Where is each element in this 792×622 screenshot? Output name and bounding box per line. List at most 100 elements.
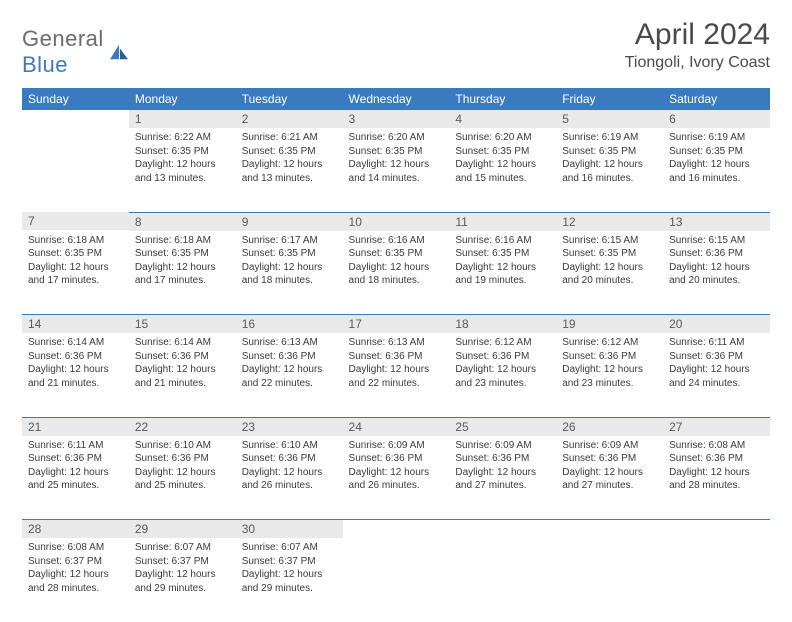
cell-line-sr: Sunrise: 6:12 AM (455, 336, 550, 350)
day-number: 6 (663, 110, 770, 128)
cell-line-d1: Daylight: 12 hours (455, 363, 550, 377)
cell-line-d2: and 18 minutes. (349, 274, 444, 288)
cell-line-d2: and 23 minutes. (562, 377, 657, 391)
cell-line-d2: and 13 minutes. (135, 172, 230, 186)
calendar-page: General Blue April 2024 Tiongoli, Ivory … (0, 0, 792, 622)
day-header: Friday (556, 88, 663, 110)
cell-line-d2: and 26 minutes. (349, 479, 444, 493)
cell-line-d1: Daylight: 12 hours (28, 363, 123, 377)
calendar-cell: Sunrise: 6:11 AMSunset: 6:36 PMDaylight:… (22, 436, 129, 520)
calendar-cell: Sunrise: 6:09 AMSunset: 6:36 PMDaylight:… (343, 436, 450, 520)
cell-line-sr: Sunrise: 6:22 AM (135, 131, 230, 145)
cell-line-ss: Sunset: 6:36 PM (669, 350, 764, 364)
title-block: April 2024 Tiongoli, Ivory Coast (625, 18, 770, 72)
day-number: 21 (22, 418, 129, 436)
day-number: 19 (556, 315, 663, 333)
cell-line-ss: Sunset: 6:35 PM (135, 145, 230, 159)
calendar-cell: Sunrise: 6:18 AMSunset: 6:35 PMDaylight:… (129, 231, 236, 315)
cell-line-d1: Daylight: 12 hours (455, 466, 550, 480)
calendar-cell: Sunrise: 6:14 AMSunset: 6:36 PMDaylight:… (129, 333, 236, 417)
cell-line-sr: Sunrise: 6:14 AM (135, 336, 230, 350)
calendar-cell: Sunrise: 6:16 AMSunset: 6:35 PMDaylight:… (449, 231, 556, 315)
cell-line-d2: and 29 minutes. (242, 582, 337, 596)
day-number: 27 (663, 418, 770, 436)
cell-line-d2: and 17 minutes. (135, 274, 230, 288)
logo: General Blue (22, 18, 130, 78)
day-number: 11 (449, 213, 556, 231)
cell-line-ss: Sunset: 6:37 PM (28, 555, 123, 569)
cell-line-d1: Daylight: 12 hours (242, 363, 337, 377)
cell-line-sr: Sunrise: 6:19 AM (669, 131, 764, 145)
cell-line-ss: Sunset: 6:35 PM (562, 247, 657, 261)
cell-line-d2: and 29 minutes. (135, 582, 230, 596)
cell-line-sr: Sunrise: 6:09 AM (455, 439, 550, 453)
cell-line-ss: Sunset: 6:36 PM (455, 452, 550, 466)
cell-line-d1: Daylight: 12 hours (135, 158, 230, 172)
cell-line-sr: Sunrise: 6:09 AM (562, 439, 657, 453)
cell-line-d2: and 22 minutes. (242, 377, 337, 391)
cell-line-d1: Daylight: 12 hours (349, 363, 444, 377)
cell-line-d1: Daylight: 12 hours (562, 158, 657, 172)
calendar-cell: Sunrise: 6:11 AMSunset: 6:36 PMDaylight:… (663, 333, 770, 417)
calendar-cell: Sunrise: 6:07 AMSunset: 6:37 PMDaylight:… (236, 538, 343, 622)
day-number (343, 520, 450, 524)
cell-line-d1: Daylight: 12 hours (135, 466, 230, 480)
cell-line-d2: and 20 minutes. (562, 274, 657, 288)
day-number: 5 (556, 110, 663, 128)
day-number: 10 (343, 213, 450, 231)
cell-line-ss: Sunset: 6:36 PM (669, 452, 764, 466)
day-number (22, 110, 129, 114)
cell-line-sr: Sunrise: 6:12 AM (562, 336, 657, 350)
cell-line-d1: Daylight: 12 hours (135, 261, 230, 275)
cell-line-d1: Daylight: 12 hours (669, 466, 764, 480)
day-number: 26 (556, 418, 663, 436)
calendar-cell: Sunrise: 6:22 AMSunset: 6:35 PMDaylight:… (129, 128, 236, 212)
cell-line-sr: Sunrise: 6:20 AM (349, 131, 444, 145)
day-header: Wednesday (343, 88, 450, 110)
logo-text: General Blue (22, 26, 104, 78)
cell-line-ss: Sunset: 6:36 PM (349, 350, 444, 364)
calendar-cell: Sunrise: 6:12 AMSunset: 6:36 PMDaylight:… (449, 333, 556, 417)
calendar-cell (22, 128, 129, 212)
cell-line-ss: Sunset: 6:36 PM (562, 350, 657, 364)
cell-line-d2: and 28 minutes. (28, 582, 123, 596)
day-number: 7 (22, 212, 129, 230)
cell-line-ss: Sunset: 6:35 PM (455, 145, 550, 159)
cell-line-d1: Daylight: 12 hours (135, 363, 230, 377)
cell-line-d2: and 18 minutes. (242, 274, 337, 288)
calendar-cell: Sunrise: 6:10 AMSunset: 6:36 PMDaylight:… (129, 436, 236, 520)
cell-line-ss: Sunset: 6:36 PM (242, 350, 337, 364)
cell-line-d1: Daylight: 12 hours (135, 568, 230, 582)
cell-line-ss: Sunset: 6:35 PM (669, 145, 764, 159)
cell-line-d2: and 25 minutes. (135, 479, 230, 493)
cell-line-ss: Sunset: 6:36 PM (135, 350, 230, 364)
day-number (449, 520, 556, 524)
calendar-cell: Sunrise: 6:17 AMSunset: 6:35 PMDaylight:… (236, 231, 343, 315)
cell-line-ss: Sunset: 6:35 PM (562, 145, 657, 159)
cell-line-sr: Sunrise: 6:18 AM (135, 234, 230, 248)
cell-line-ss: Sunset: 6:35 PM (135, 247, 230, 261)
cell-line-sr: Sunrise: 6:13 AM (349, 336, 444, 350)
cell-line-ss: Sunset: 6:36 PM (242, 452, 337, 466)
cell-line-d2: and 17 minutes. (28, 274, 123, 288)
cell-line-d1: Daylight: 12 hours (28, 466, 123, 480)
cell-line-d1: Daylight: 12 hours (669, 261, 764, 275)
cell-line-d1: Daylight: 12 hours (349, 261, 444, 275)
cell-line-ss: Sunset: 6:36 PM (28, 350, 123, 364)
day-number: 14 (22, 315, 129, 333)
cell-line-ss: Sunset: 6:35 PM (28, 247, 123, 261)
cell-line-sr: Sunrise: 6:11 AM (28, 439, 123, 453)
cell-line-d1: Daylight: 12 hours (455, 261, 550, 275)
day-number: 22 (129, 418, 236, 436)
day-number: 23 (236, 418, 343, 436)
cell-line-sr: Sunrise: 6:08 AM (669, 439, 764, 453)
cell-line-d2: and 20 minutes. (669, 274, 764, 288)
day-number: 28 (22, 520, 129, 538)
cell-line-d2: and 23 minutes. (455, 377, 550, 391)
day-number: 8 (129, 213, 236, 231)
cell-line-d2: and 19 minutes. (455, 274, 550, 288)
day-number: 1 (129, 110, 236, 128)
month-title: April 2024 (625, 18, 770, 52)
cell-line-sr: Sunrise: 6:19 AM (562, 131, 657, 145)
cell-line-ss: Sunset: 6:36 PM (455, 350, 550, 364)
